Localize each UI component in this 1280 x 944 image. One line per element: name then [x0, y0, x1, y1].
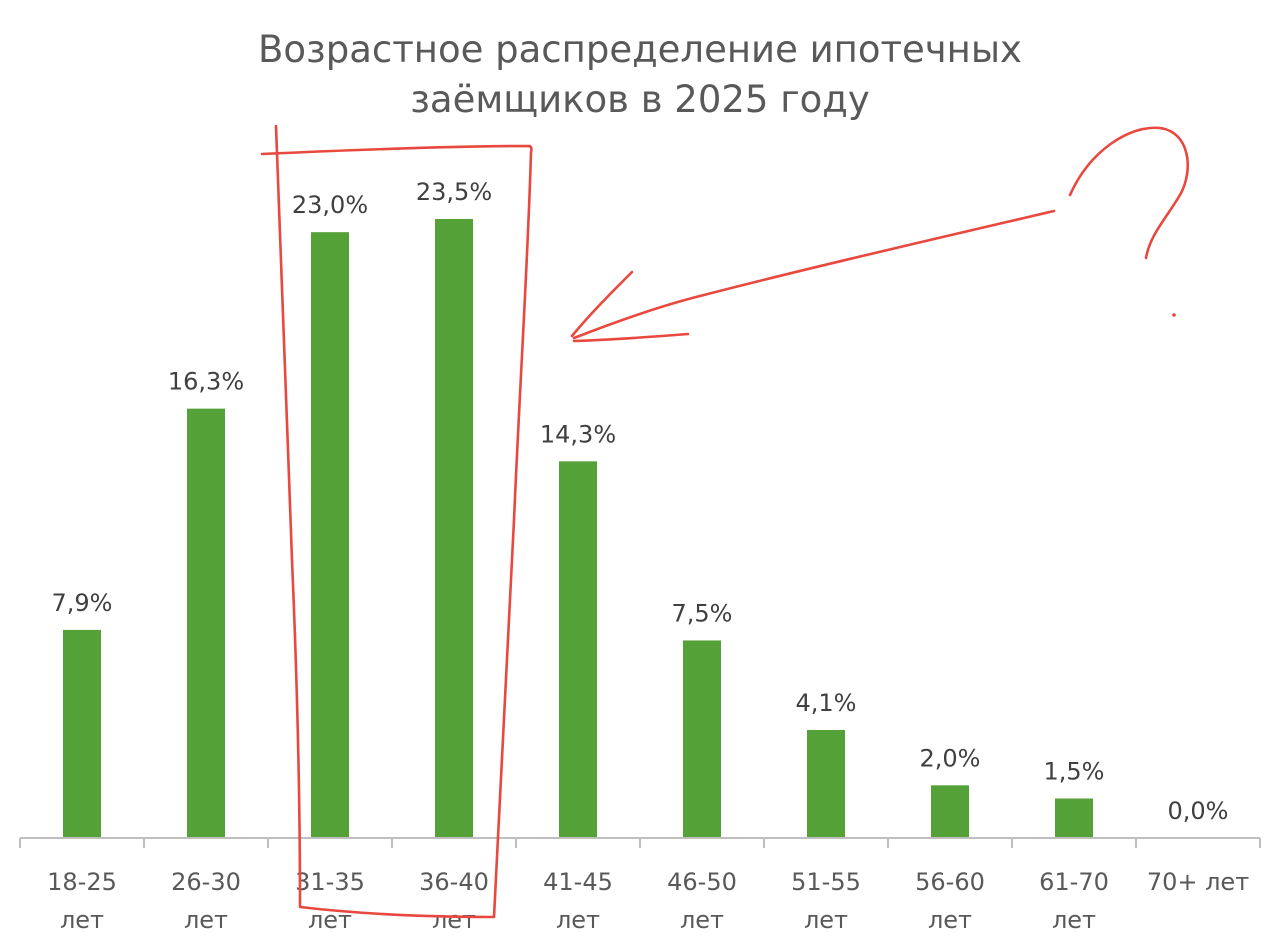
x-tick-labels: 18-25 лет 26-30 лет 31-35 лет 36-40 лет 41-45 лет… — [47, 868, 1249, 934]
x-tick-label: 41-45 — [543, 868, 613, 896]
data-labels: 7,9% 16,3% 23,0% 23,5% 14,3% 7,5% 4,1% 2,0% 1,5%… — [52, 178, 1229, 825]
x-tick-label: лет — [184, 906, 228, 934]
data-label: 2,0% — [920, 744, 981, 772]
x-tick-label: 31-35 — [295, 868, 365, 896]
highlight-rectangle — [260, 124, 533, 919]
red-annotations — [260, 124, 1189, 919]
bar-3135 — [311, 232, 349, 838]
x-tick-label: 18-25 — [47, 868, 117, 896]
x-tick-label: лет — [680, 906, 724, 934]
x-tick-label: лет — [928, 906, 972, 934]
bars — [63, 219, 1093, 838]
arrow-head-lower — [572, 332, 690, 343]
bar-4145 — [559, 461, 597, 838]
bar-4650 — [683, 640, 721, 838]
x-tick-label: 46-50 — [667, 868, 737, 896]
x-tick-label: 36-40 — [419, 868, 489, 896]
chart-title-line-1: Возрастное распределение ипотечных — [258, 28, 1022, 71]
question-mark-dot — [1172, 313, 1176, 317]
bar-3640 — [435, 219, 473, 838]
data-label: 23,5% — [416, 178, 492, 206]
x-tick-label: 70+ лет — [1147, 868, 1249, 896]
arrow-shaft — [572, 209, 1056, 340]
data-label: 23,0% — [292, 191, 368, 219]
chart-title: Возрастное распределение ипотечных заёмщи… — [258, 28, 1022, 121]
x-tick-label: лет — [556, 906, 600, 934]
bar-1825 — [63, 629, 101, 838]
data-label: 0,0% — [1168, 797, 1229, 825]
x-tick-label: 56-60 — [915, 868, 985, 896]
data-label: 14,3% — [540, 420, 616, 448]
data-label: 16,3% — [168, 368, 244, 396]
x-tick-label: 26-30 — [171, 868, 241, 896]
x-tick-label: лет — [60, 906, 104, 934]
x-axis — [19, 837, 1261, 848]
bar-2630 — [187, 408, 225, 838]
data-label: 7,5% — [672, 599, 733, 627]
question-mark-icon — [1068, 126, 1189, 260]
x-tick-label: 61-70 — [1039, 868, 1109, 896]
data-label: 7,9% — [52, 589, 113, 617]
x-tick-label: 51-55 — [791, 868, 861, 896]
x-tick-label: лет — [804, 906, 848, 934]
arrow-head-upper — [570, 270, 634, 338]
bar-5155 — [807, 730, 845, 838]
x-tick-label: лет — [1052, 906, 1096, 934]
bar-6170 — [1055, 798, 1093, 838]
x-tick-label: лет — [432, 906, 476, 934]
chart-title-line-2: заёмщиков в 2025 году — [410, 78, 870, 121]
data-label: 1,5% — [1044, 757, 1105, 785]
data-label: 4,1% — [796, 689, 857, 717]
bar-5660 — [931, 785, 969, 838]
